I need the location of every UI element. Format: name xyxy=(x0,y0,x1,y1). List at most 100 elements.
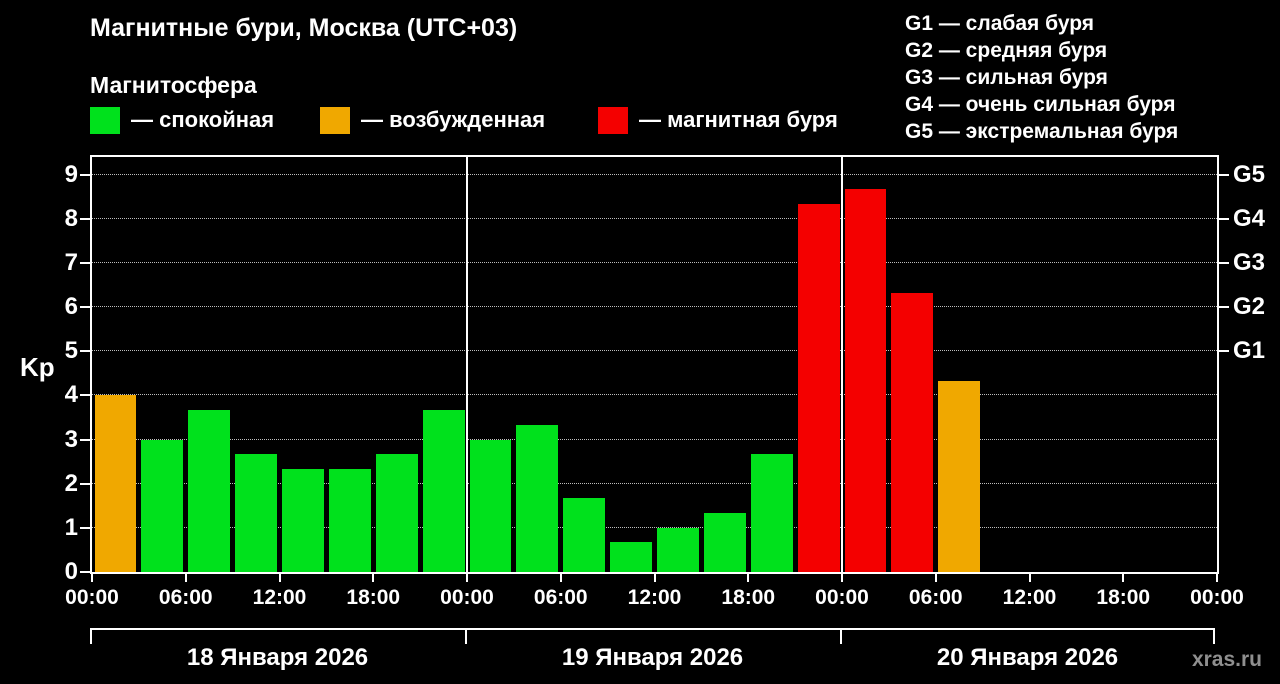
kp-bar xyxy=(563,498,606,572)
x-axis-tick xyxy=(653,572,656,582)
gridline xyxy=(92,261,1217,263)
x-axis-tick-label: 06:00 xyxy=(908,586,963,609)
x-axis-tick-label: 18:00 xyxy=(346,586,401,609)
storm-color-swatch xyxy=(598,106,628,134)
g-level-label: G4 xyxy=(1233,204,1266,232)
g-axis-tick xyxy=(1219,350,1229,353)
x-axis-tick xyxy=(1122,572,1125,582)
g-scale-legend: G1 — слабая буря G2 — средняя буря G3 — … xyxy=(905,10,1178,145)
bracket-line xyxy=(90,628,1215,630)
day-label: 18 Января 2026 xyxy=(186,644,369,671)
kp-bar xyxy=(610,542,652,572)
g4-legend-line: G4 — очень сильная буря xyxy=(905,93,1176,116)
y-axis-tick xyxy=(80,482,90,485)
y-axis-tick xyxy=(80,571,90,573)
gridline xyxy=(92,482,1217,484)
y-axis-tick xyxy=(80,394,90,397)
excited-color-swatch xyxy=(320,106,350,134)
y-axis-title: Kp xyxy=(20,352,55,382)
page-title: Магнитные бури, Москва (UTC+03) xyxy=(90,14,518,42)
y-axis-tick xyxy=(80,526,90,529)
legend-quiet-label: — спокойная xyxy=(131,107,275,132)
x-axis-tick xyxy=(934,572,937,582)
y-axis-tick-label: 3 xyxy=(64,425,78,453)
g-level-label: G3 xyxy=(1233,248,1266,276)
y-axis-tick-label: 7 xyxy=(64,248,78,276)
y-axis-tick xyxy=(80,173,90,176)
gridline xyxy=(92,306,1217,308)
gridline xyxy=(92,173,1217,175)
g1-legend-line: G1 — слабая буря xyxy=(905,12,1095,35)
x-axis-tick-label: 12:00 xyxy=(252,586,307,609)
y-axis-tick xyxy=(80,350,90,353)
kp-bar xyxy=(328,469,371,572)
legend-excited-label: — возбужденная xyxy=(361,107,546,132)
g-level-label: G2 xyxy=(1233,293,1266,321)
g-axis-tick xyxy=(1219,306,1229,309)
day-bracket: 18 Января 2026 19 Января 2026 20 Января 20… xyxy=(90,628,1215,676)
legend-item-excited: — возбужденная xyxy=(320,106,545,134)
x-axis-tick-label: 00:00 xyxy=(440,586,494,609)
y-axis-tick-label: 9 xyxy=(64,160,78,188)
g5-legend-line: G5 — экстремальная буря xyxy=(905,120,1179,143)
g-axis-tick xyxy=(1219,261,1229,264)
x-axis-tick-label: 18:00 xyxy=(1096,586,1151,609)
legend-storm-label: — магнитная буря xyxy=(639,107,838,132)
x-axis-tick xyxy=(91,572,93,582)
x-axis-tick xyxy=(184,572,187,582)
x-axis-tick xyxy=(278,572,281,582)
x-axis-tick xyxy=(559,572,562,582)
y-axis-tick xyxy=(80,438,90,441)
x-axis-tick-label: 12:00 xyxy=(1002,586,1057,609)
kp-bar xyxy=(282,469,324,572)
watermark: xras.ru xyxy=(1191,648,1262,671)
y-axis-tick-label: 8 xyxy=(64,204,78,232)
x-axis-tick-label: 12:00 xyxy=(627,586,682,609)
y-axis-tick xyxy=(80,306,90,309)
x-axis-tick-label: 06:00 xyxy=(158,586,213,609)
gridline xyxy=(92,394,1217,396)
kp-bar xyxy=(235,454,277,572)
x-axis-tick xyxy=(1216,572,1218,582)
kp-bar xyxy=(141,439,184,572)
x-axis-tick xyxy=(1028,572,1031,582)
y-axis-tick xyxy=(80,217,90,220)
x-axis-tick xyxy=(466,572,468,582)
plot-area: 0 1 2 3 4 5 6 7 8 9 G1 G2 G3 G4 G5 00:00 06:00 12:00 18:00… xyxy=(65,155,1265,609)
kp-bar xyxy=(657,527,699,572)
g-axis-tick xyxy=(1219,217,1229,220)
x-axis-tick-label: 00:00 xyxy=(815,586,869,609)
legend-item-storm: — магнитная буря xyxy=(598,106,838,134)
x-axis-tick xyxy=(747,572,750,582)
quiet-color-swatch xyxy=(90,106,120,134)
kp-bar xyxy=(750,454,793,572)
g-axis-tick xyxy=(1219,173,1229,176)
g2-legend-line: G2 — средняя буря xyxy=(905,39,1108,62)
kp-bar xyxy=(938,380,981,572)
kp-bar xyxy=(844,189,887,572)
g-level-label: G5 xyxy=(1233,160,1266,188)
kp-bar xyxy=(375,454,418,572)
gridline xyxy=(92,217,1217,219)
y-axis-tick-label: 4 xyxy=(64,381,78,409)
bracket-tick xyxy=(465,628,467,644)
y-axis-tick xyxy=(80,261,90,264)
y-axis-tick-label: 5 xyxy=(64,337,78,365)
kp-bar xyxy=(891,292,934,572)
bracket-tick xyxy=(840,628,842,644)
bracket-tick xyxy=(90,628,92,644)
bracket-tick xyxy=(1213,628,1215,644)
y-axis-tick-label: 6 xyxy=(64,293,78,321)
kp-bar xyxy=(94,395,137,572)
kp-bar xyxy=(422,409,465,572)
x-axis-tick xyxy=(372,572,375,582)
y-axis-tick-label: 0 xyxy=(64,558,78,585)
legend-item-quiet: — спокойная xyxy=(90,106,274,134)
day-separator-line xyxy=(841,157,843,572)
day-label: 20 Января 2026 xyxy=(936,644,1119,671)
gridline xyxy=(92,350,1217,352)
y-axis-tick-label: 1 xyxy=(64,513,78,541)
kp-bar xyxy=(188,409,231,572)
kp-bar xyxy=(703,513,746,572)
